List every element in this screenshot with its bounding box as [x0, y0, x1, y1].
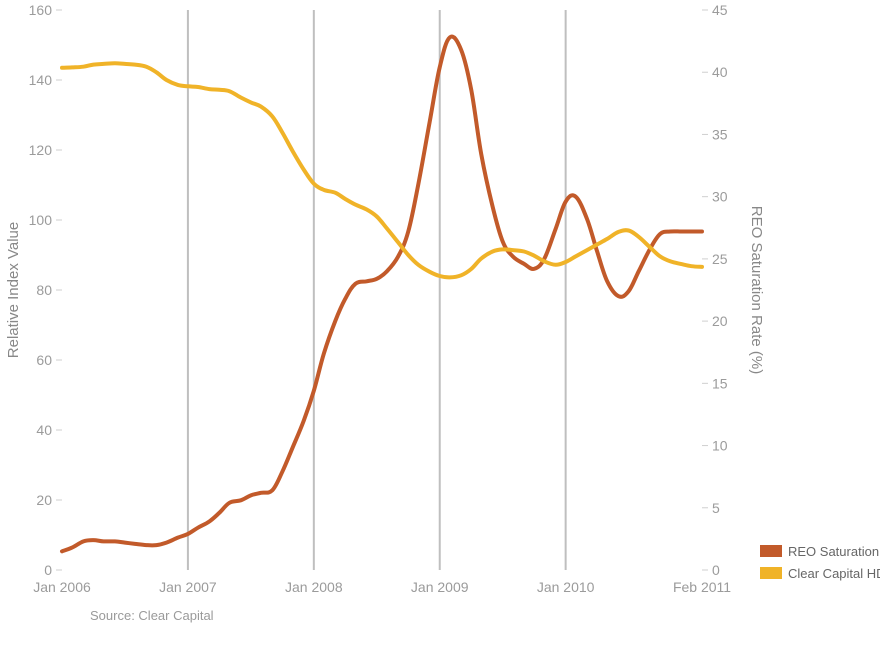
y-axis-right-title: REO Saturation Rate (%)	[748, 206, 765, 374]
y-left-tick-label: 120	[29, 142, 53, 158]
legend-swatch	[760, 567, 782, 579]
y-right-tick-label: 0	[712, 562, 720, 578]
y-left-tick-label: 0	[44, 562, 52, 578]
y-axis-left-title: Relative Index Value	[5, 222, 22, 358]
legend-label: REO Saturation	[788, 544, 879, 559]
x-tick-label: Jan 2007	[159, 579, 217, 595]
y-left-tick-label: 40	[36, 422, 52, 438]
y-right-tick-label: 40	[712, 64, 728, 80]
y-right-tick-label: 25	[712, 251, 728, 267]
x-tick-label: Feb 2011	[673, 579, 731, 595]
y-left-tick-label: 140	[29, 72, 53, 88]
y-right-tick-label: 30	[712, 189, 728, 205]
x-tick-label: Jan 2010	[537, 579, 595, 595]
y-right-tick-label: 35	[712, 126, 728, 142]
y-right-tick-label: 15	[712, 375, 728, 391]
y-left-tick-label: 100	[29, 212, 53, 228]
y-left-tick-label: 160	[29, 2, 53, 18]
source-text: Source: Clear Capital	[90, 608, 214, 623]
y-left-tick-label: 20	[36, 492, 52, 508]
legend-swatch	[760, 545, 782, 557]
legend-label: Clear Capital HDI	[788, 566, 880, 581]
x-tick-label: Jan 2006	[33, 579, 91, 595]
y-right-tick-label: 45	[712, 2, 728, 18]
y-left-tick-label: 60	[36, 352, 52, 368]
y-right-tick-label: 20	[712, 313, 728, 329]
y-left-tick-label: 80	[36, 282, 52, 298]
y-right-tick-label: 5	[712, 500, 720, 516]
y-right-tick-label: 10	[712, 438, 728, 454]
dual-axis-line-chart: 020406080100120140160Relative Index Valu…	[0, 0, 880, 652]
x-tick-label: Jan 2009	[411, 579, 469, 595]
x-tick-label: Jan 2008	[285, 579, 343, 595]
